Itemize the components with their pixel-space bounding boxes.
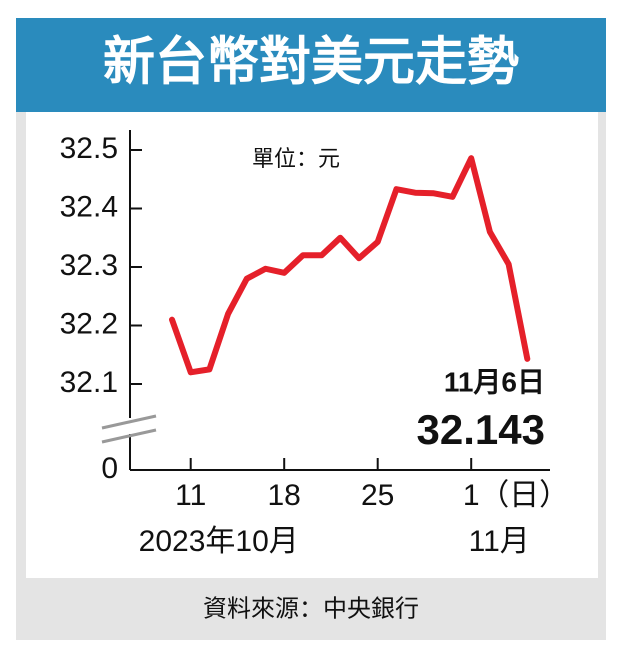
title-band — [16, 18, 606, 112]
y-tick-label: 32.4 — [60, 190, 118, 223]
month-label: 11月 — [469, 525, 530, 558]
x-tick-label: 11 — [175, 479, 206, 512]
plot-panel — [26, 112, 598, 578]
x-unit: （日） — [479, 479, 569, 512]
axis-break-gap — [126, 418, 134, 434]
y-tick-label: 32.5 — [60, 132, 118, 165]
y-tick-label: 32.2 — [60, 307, 118, 340]
annotation-value: 32.143 — [417, 406, 545, 453]
y-tick-label: 32.3 — [60, 249, 118, 282]
series-line — [169, 155, 531, 376]
axis-break — [101, 414, 157, 430]
axis-break — [101, 428, 157, 444]
source: 資料來源：中央銀行 — [203, 595, 419, 622]
annotation-date: 11月6日 — [444, 366, 545, 397]
x-tick-label: 18 — [268, 479, 301, 512]
x-tick-label: 25 — [361, 479, 394, 512]
x-tick-label: 1 — [463, 479, 480, 512]
month-label: 2023年10月 — [139, 525, 299, 558]
unit-label: 單位：元 — [252, 146, 340, 171]
y-tick-label: 32.1 — [60, 366, 118, 399]
y-tick-label: 0 — [101, 452, 118, 485]
chart-title: 新台幣對美元走勢 — [103, 34, 519, 92]
